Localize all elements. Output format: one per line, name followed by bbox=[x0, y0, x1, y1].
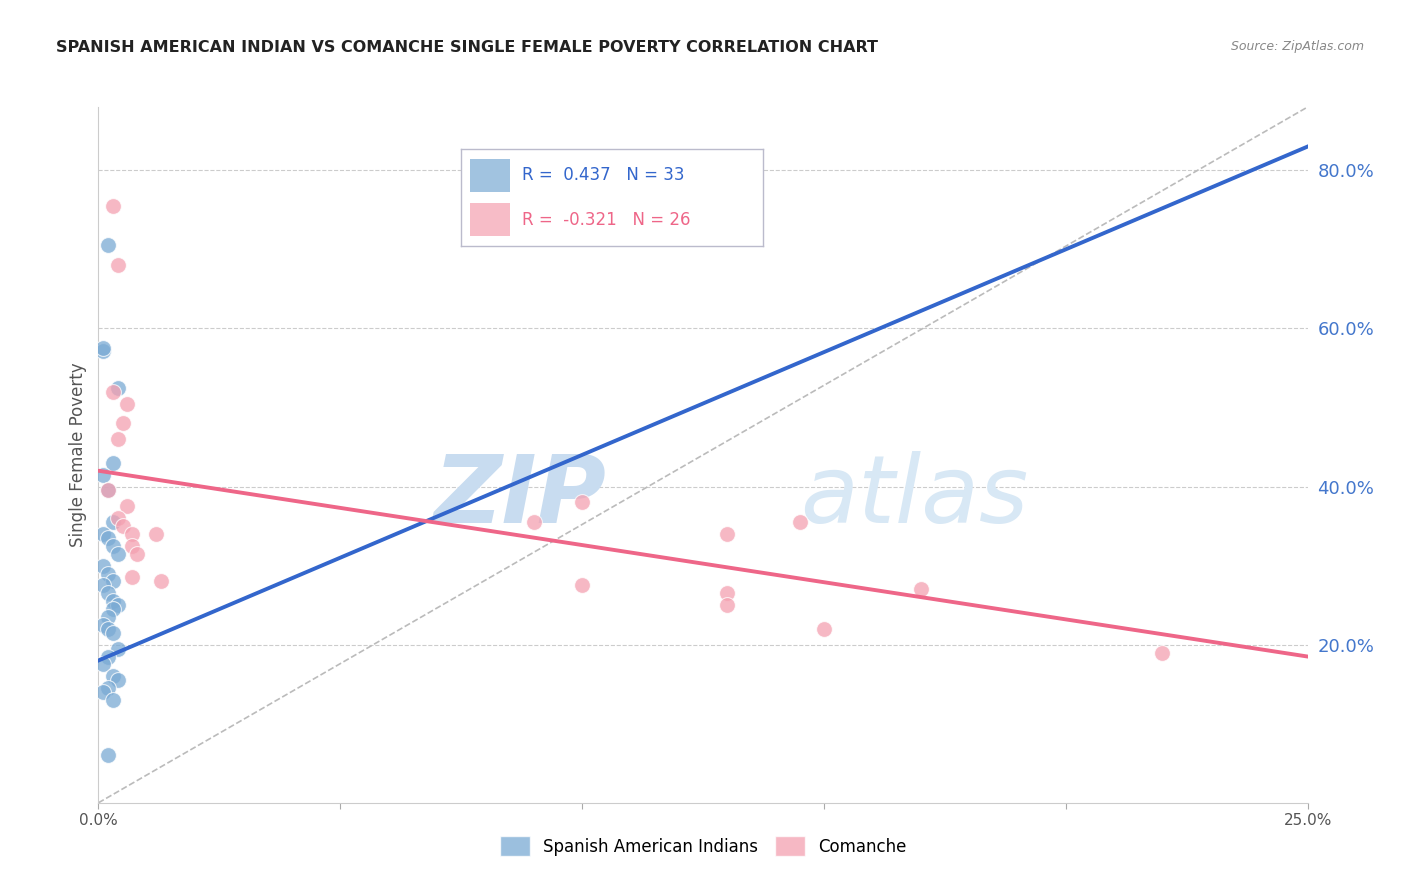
Point bbox=[111, 417, 134, 431]
Point bbox=[910, 582, 932, 597]
Text: ZIP: ZIP bbox=[433, 450, 606, 542]
Point bbox=[97, 681, 120, 695]
Bar bbox=[470, 203, 509, 236]
Point bbox=[97, 531, 120, 545]
Point bbox=[101, 693, 124, 707]
Text: atlas: atlas bbox=[800, 451, 1028, 542]
Point bbox=[97, 610, 120, 624]
Point bbox=[91, 527, 114, 541]
Point bbox=[91, 558, 114, 573]
Point bbox=[813, 622, 835, 636]
Point bbox=[97, 649, 120, 664]
Point bbox=[91, 344, 114, 359]
Point bbox=[121, 527, 143, 541]
Point bbox=[97, 483, 120, 498]
Point bbox=[107, 381, 129, 395]
Point bbox=[101, 515, 124, 529]
Text: SPANISH AMERICAN INDIAN VS COMANCHE SINGLE FEMALE POVERTY CORRELATION CHART: SPANISH AMERICAN INDIAN VS COMANCHE SING… bbox=[56, 40, 879, 55]
Point bbox=[121, 570, 143, 584]
Text: R =  0.437   N = 33: R = 0.437 N = 33 bbox=[522, 166, 685, 184]
Point bbox=[571, 495, 593, 509]
Bar bbox=[470, 159, 509, 192]
Point bbox=[107, 511, 129, 525]
Point bbox=[121, 539, 143, 553]
Point bbox=[107, 598, 129, 612]
Point bbox=[101, 602, 124, 616]
Point bbox=[91, 657, 114, 672]
Point bbox=[716, 527, 738, 541]
Point bbox=[111, 519, 134, 533]
Point bbox=[716, 598, 738, 612]
Y-axis label: Single Female Poverty: Single Female Poverty bbox=[69, 363, 87, 547]
Point bbox=[107, 673, 129, 688]
Point bbox=[91, 685, 114, 699]
Legend: Spanish American Indians, Comanche: Spanish American Indians, Comanche bbox=[491, 828, 915, 864]
Point bbox=[127, 547, 149, 561]
Text: R =  -0.321   N = 26: R = -0.321 N = 26 bbox=[522, 211, 690, 229]
Point bbox=[107, 258, 129, 272]
Point bbox=[101, 539, 124, 553]
Point bbox=[97, 748, 120, 763]
Point bbox=[117, 396, 139, 410]
Point bbox=[97, 238, 120, 252]
Point bbox=[145, 527, 167, 541]
Point bbox=[107, 432, 129, 446]
Point bbox=[150, 574, 173, 589]
Point bbox=[101, 669, 124, 683]
Point bbox=[97, 566, 120, 581]
Point bbox=[523, 515, 546, 529]
Point bbox=[101, 384, 124, 399]
Point bbox=[716, 586, 738, 600]
Point bbox=[101, 456, 124, 470]
Text: Source: ZipAtlas.com: Source: ZipAtlas.com bbox=[1230, 40, 1364, 54]
Point bbox=[91, 341, 114, 355]
Point bbox=[107, 641, 129, 656]
Point bbox=[91, 467, 114, 482]
Point bbox=[101, 625, 124, 640]
Point bbox=[97, 622, 120, 636]
Point bbox=[97, 483, 120, 498]
Point bbox=[97, 586, 120, 600]
Point bbox=[91, 618, 114, 632]
Point bbox=[91, 578, 114, 592]
Point bbox=[789, 515, 811, 529]
Point bbox=[1152, 646, 1174, 660]
Point bbox=[571, 578, 593, 592]
Point bbox=[107, 547, 129, 561]
Point bbox=[117, 500, 139, 514]
Point bbox=[101, 574, 124, 589]
Point bbox=[101, 199, 124, 213]
Point bbox=[101, 594, 124, 608]
